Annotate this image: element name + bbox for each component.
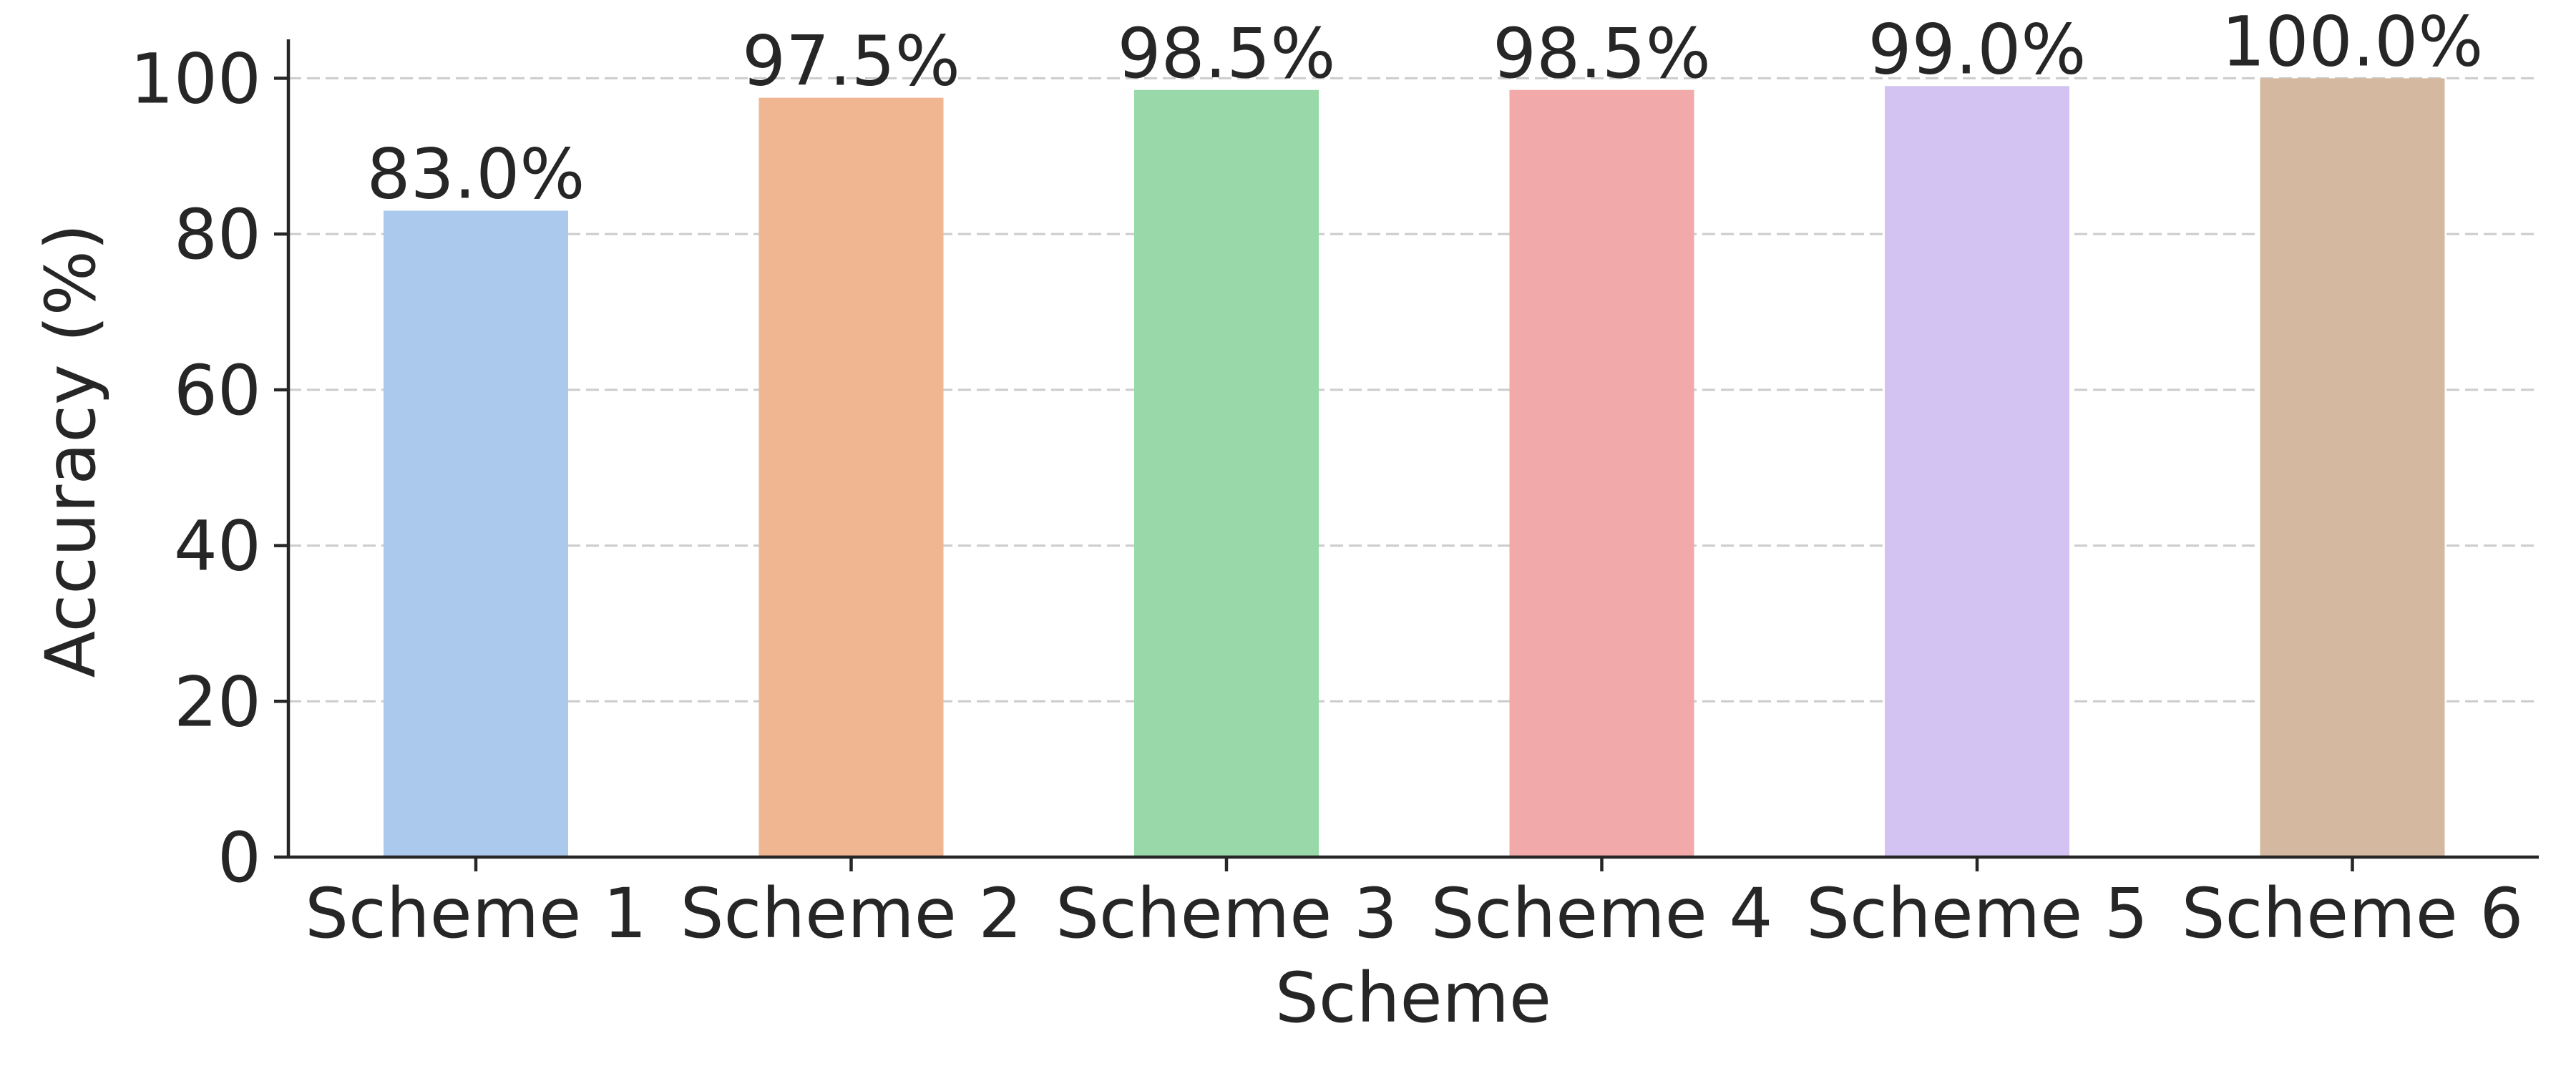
- bar-value-label: 98.5%: [1493, 14, 1711, 94]
- bar: [384, 210, 568, 857]
- bars: [384, 78, 2445, 858]
- bar-value-label: 97.5%: [742, 21, 960, 102]
- y-ticks: 0 20 40 60 80 100: [130, 39, 288, 898]
- y-tick-label: 40: [174, 507, 261, 587]
- bar-value-label: 83.0%: [367, 134, 585, 214]
- y-tick-label: 100: [130, 39, 261, 119]
- bar: [758, 97, 944, 858]
- bar-value-label: 98.5%: [1118, 14, 1336, 94]
- bar: [1134, 89, 1319, 858]
- x-tick-label: Scheme 3: [1055, 874, 1397, 954]
- x-axis-title: Scheme: [1275, 958, 1551, 1038]
- y-tick-label: 0: [218, 818, 261, 898]
- x-tick-label: Scheme 4: [1431, 874, 1773, 954]
- y-tick-label: 20: [174, 662, 261, 742]
- axes: [286, 39, 2539, 859]
- bar-value-label: 100.0%: [2221, 1, 2483, 82]
- grid: [288, 77, 2539, 703]
- bar: [2260, 78, 2445, 857]
- x-tick-label: Scheme 1: [305, 874, 647, 954]
- y-axis-title: Accuracy (%): [31, 224, 111, 678]
- data-labels: 83.0% 97.5% 98.5% 98.5% 99.0% 100.0%: [367, 1, 2484, 214]
- bar: [1509, 89, 1694, 858]
- y-tick-label: 60: [174, 351, 261, 431]
- y-tick-label: 80: [174, 195, 261, 275]
- bar: [1885, 86, 2069, 857]
- x-tick-label: Scheme 2: [680, 874, 1023, 954]
- x-tick-label: Scheme 6: [2182, 874, 2524, 954]
- x-ticks: Scheme 1 Scheme 2 Scheme 3 Scheme 4 Scheme 5…: [305, 857, 2523, 954]
- bar-value-label: 99.0%: [1868, 9, 2087, 89]
- x-tick-label: Scheme 5: [1806, 874, 2148, 954]
